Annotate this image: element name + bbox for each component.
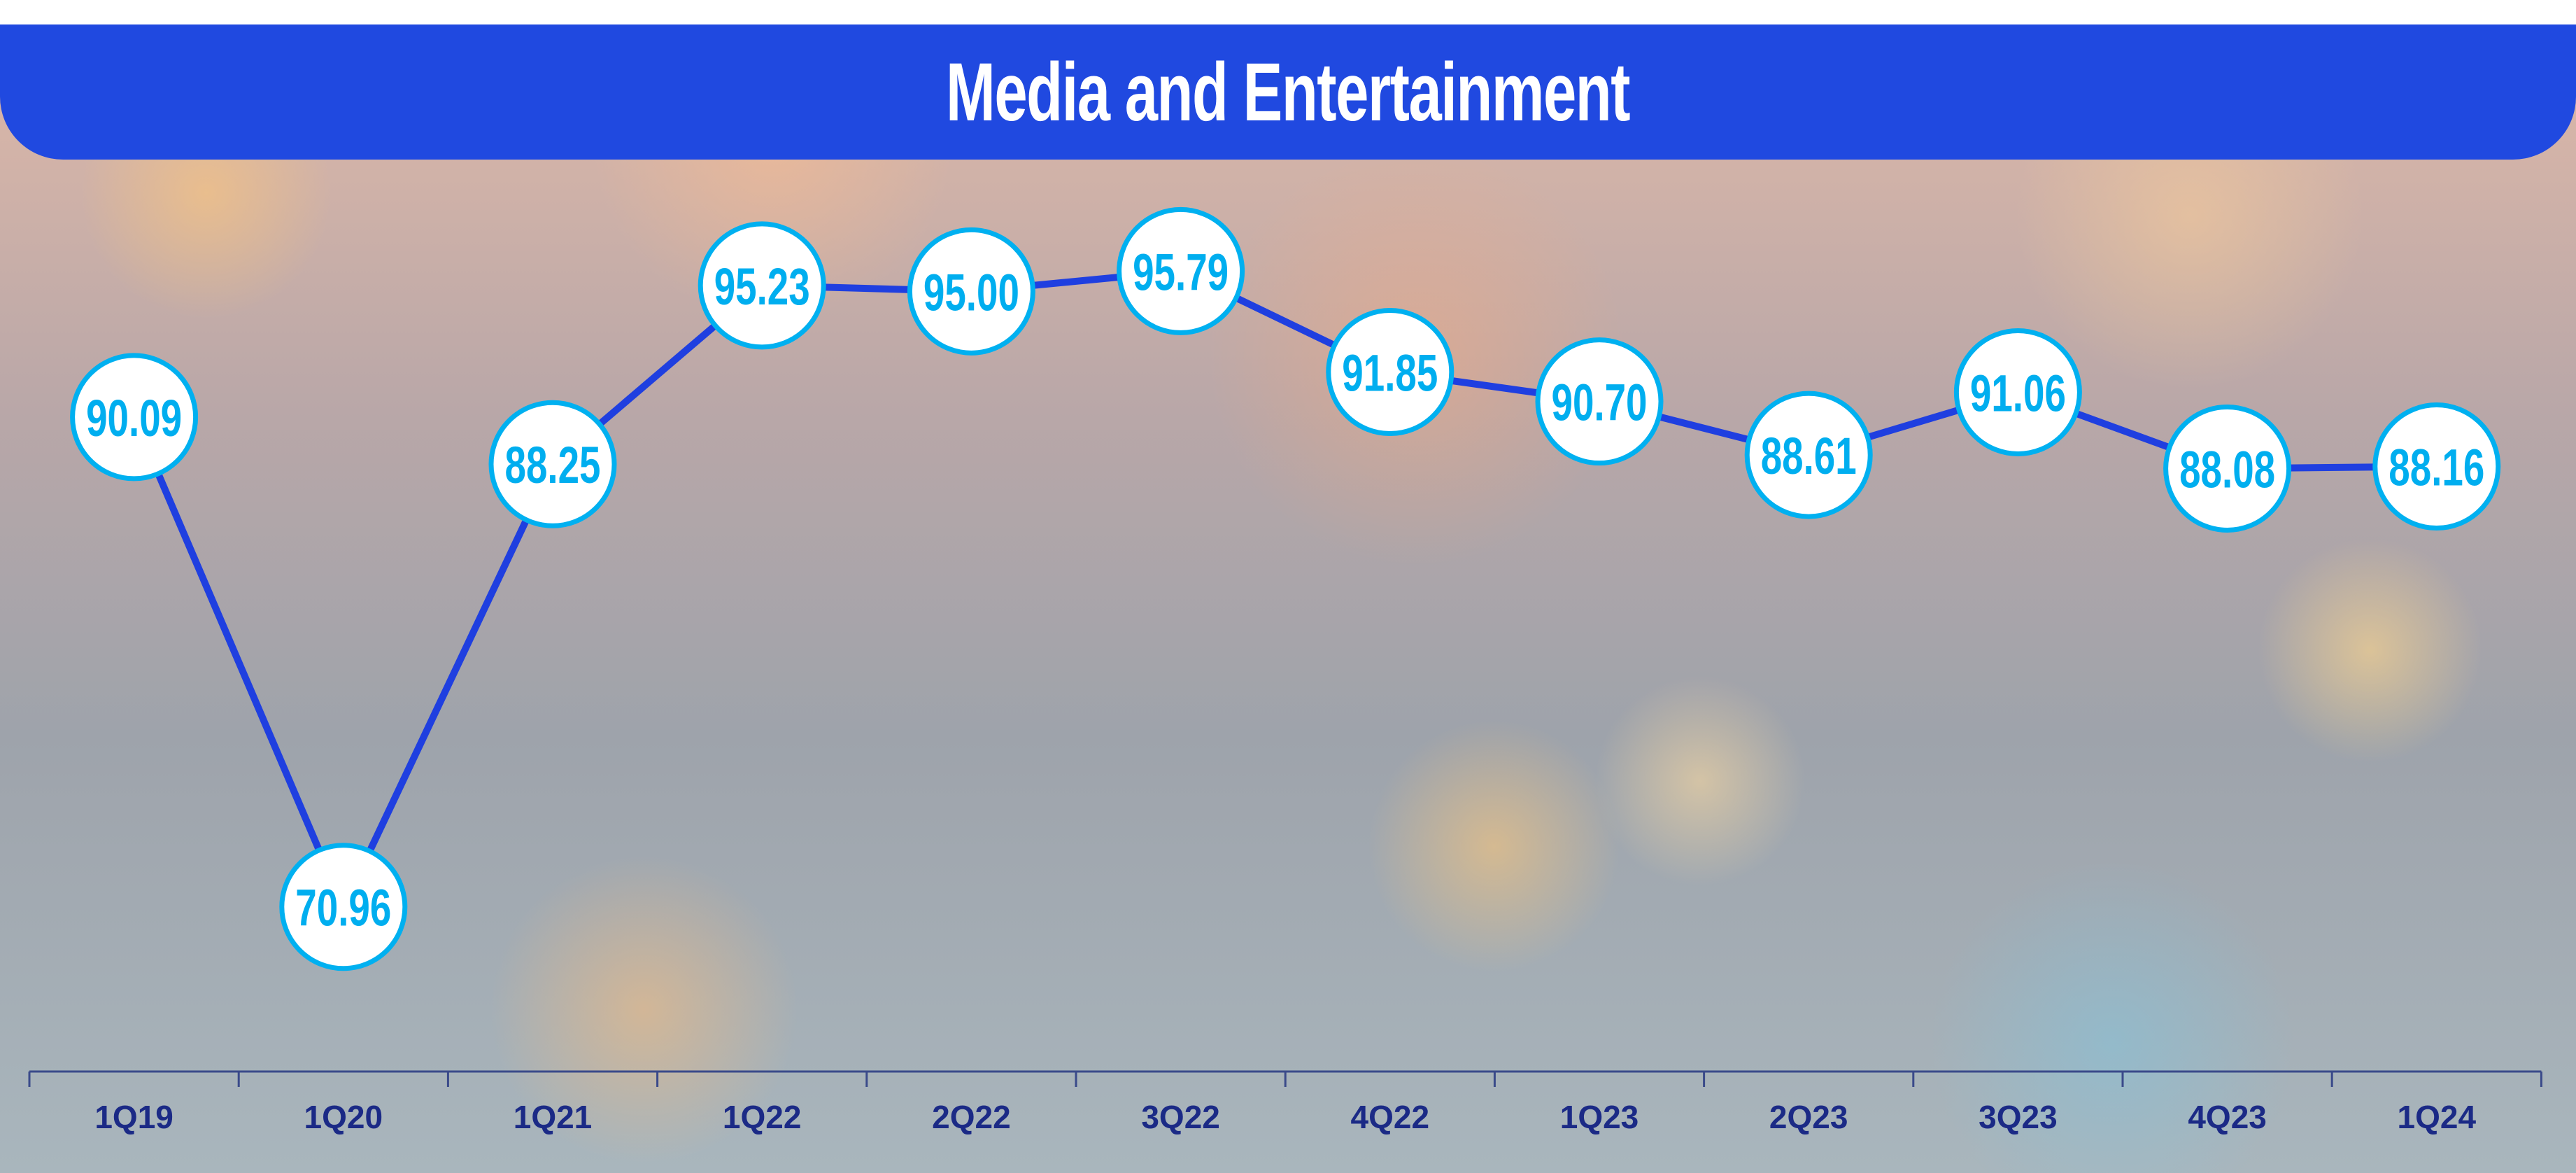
x-tick-label: 3Q22 <box>1141 1099 1220 1135</box>
x-tick-label: 4Q23 <box>2188 1099 2267 1135</box>
data-label: 90.70 <box>1551 374 1647 432</box>
data-label: 88.61 <box>1761 427 1857 485</box>
x-tick-label: 1Q23 <box>1560 1099 1639 1135</box>
data-point-marker <box>2372 402 2501 531</box>
data-point-marker <box>279 843 408 971</box>
data-label: 70.96 <box>295 879 391 937</box>
data-point-marker <box>698 221 826 350</box>
x-tick-label: 3Q23 <box>1979 1099 2058 1135</box>
x-tick-label: 2Q22 <box>932 1099 1011 1135</box>
data-point-marker <box>1535 337 1664 466</box>
data-point-marker <box>2163 404 2292 533</box>
chart-title: Media and Entertainment <box>946 45 1631 139</box>
data-label: 88.16 <box>2389 438 2484 496</box>
data-label: 88.08 <box>2179 440 2275 498</box>
data-label: 95.79 <box>1133 243 1229 301</box>
x-tick-label: 1Q24 <box>2398 1099 2477 1135</box>
data-label: 88.25 <box>504 436 600 494</box>
data-label: 91.06 <box>1970 364 2066 422</box>
data-point-marker <box>488 400 617 528</box>
data-label: 91.85 <box>1342 344 1438 402</box>
x-tick-label: 1Q22 <box>723 1099 802 1135</box>
data-point-marker <box>1953 328 2082 456</box>
data-label: 95.23 <box>714 258 810 316</box>
title-bar: Media and Entertainment <box>0 24 2576 160</box>
data-point-marker <box>907 227 1035 356</box>
data-point-marker <box>1744 391 1873 519</box>
series-line <box>131 267 2437 911</box>
data-label: 90.09 <box>86 389 182 447</box>
x-tick-label: 2Q23 <box>1769 1099 1848 1135</box>
x-tick-label: 1Q21 <box>514 1099 593 1135</box>
x-tick-label: 1Q20 <box>304 1099 383 1135</box>
data-point-marker <box>1326 308 1455 437</box>
background-image <box>0 84 2576 1173</box>
data-point-marker <box>1117 206 1245 335</box>
x-tick-label: 1Q19 <box>94 1099 174 1135</box>
data-label: 95.00 <box>923 263 1019 321</box>
x-tick-label: 4Q22 <box>1351 1099 1430 1135</box>
data-point-marker <box>70 353 199 482</box>
